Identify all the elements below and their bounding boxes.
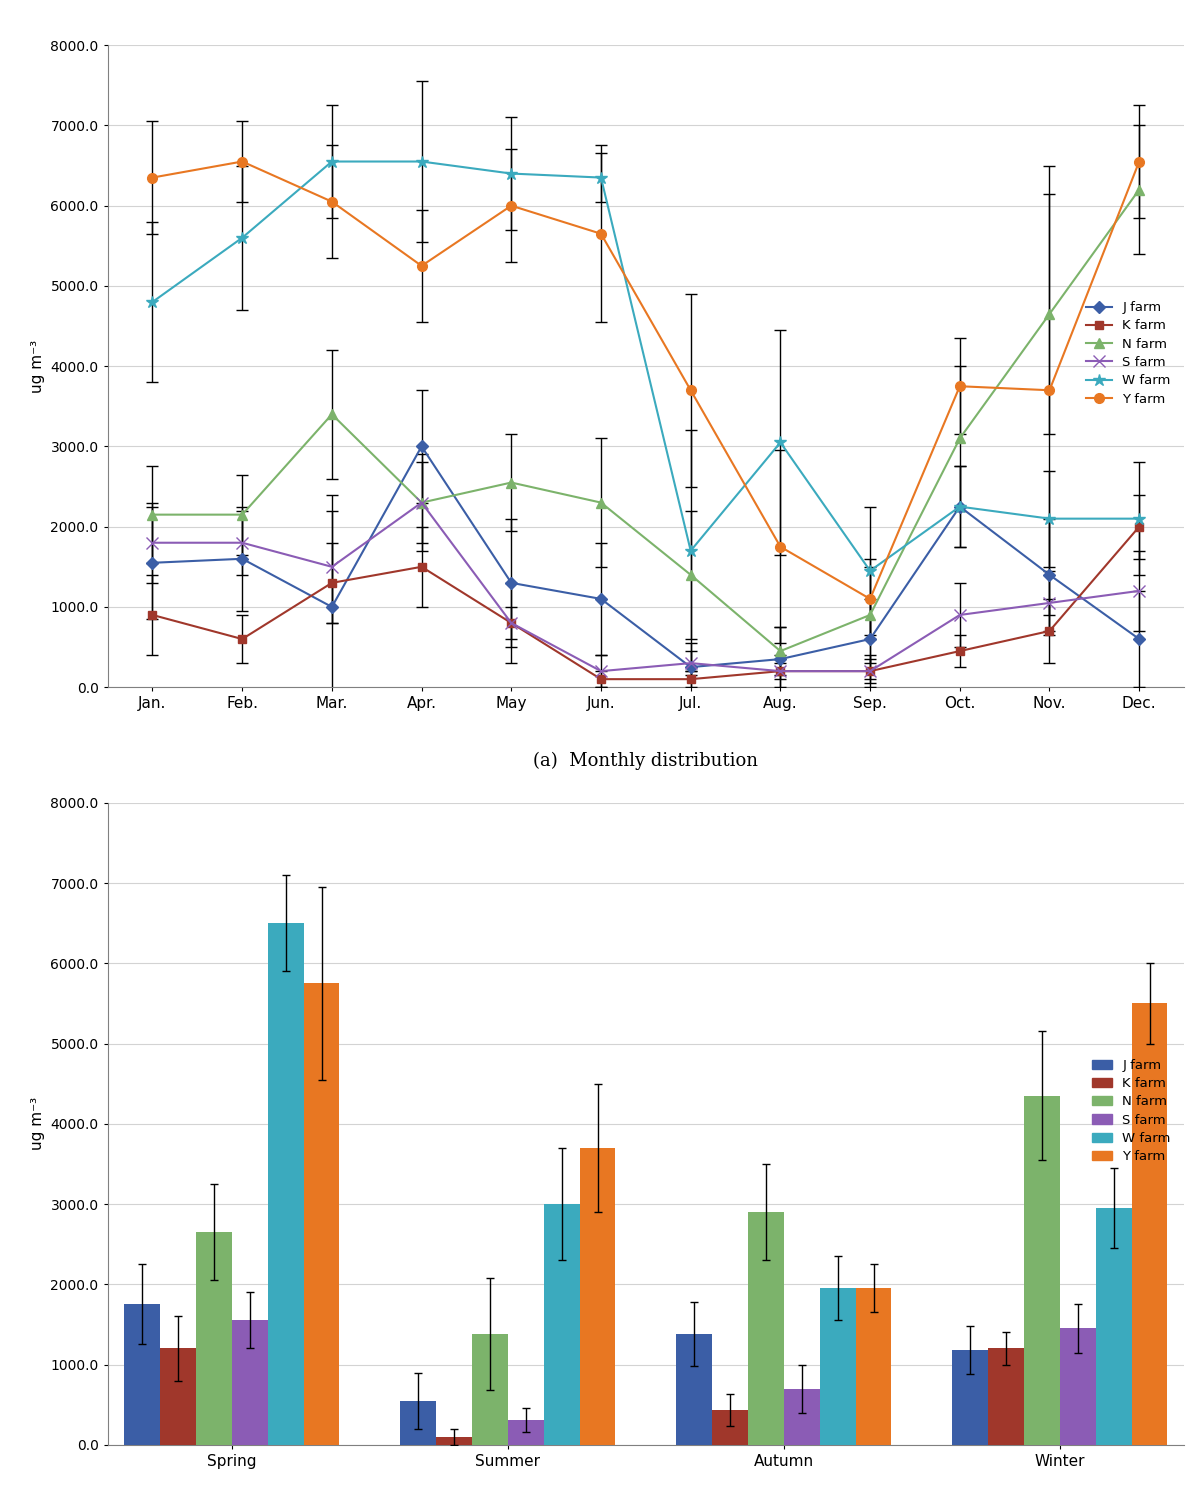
Bar	[268, 923, 304, 1445]
Bar	[508, 1419, 544, 1445]
Legend: J farm, K farm, N farm, S farm, W farm, Y farm: J farm, K farm, N farm, S farm, W farm, …	[1086, 1052, 1177, 1169]
Bar	[544, 1204, 580, 1445]
Bar	[196, 1233, 232, 1445]
Bar	[855, 1288, 891, 1445]
Bar	[783, 1389, 819, 1445]
Bar	[1060, 1329, 1096, 1445]
Bar	[952, 1350, 988, 1445]
Bar	[232, 1320, 268, 1445]
Bar	[748, 1212, 783, 1445]
Legend: J farm, K farm, N farm, S farm, W farm, Y farm: J farm, K farm, N farm, S farm, W farm, …	[1079, 295, 1177, 412]
Y-axis label: ug m⁻³: ug m⁻³	[30, 340, 44, 393]
Bar	[712, 1410, 748, 1445]
Bar	[160, 1348, 196, 1445]
Bar	[401, 1401, 437, 1445]
Y-axis label: ug m⁻³: ug m⁻³	[30, 1097, 44, 1150]
Bar	[1131, 1004, 1167, 1445]
Bar	[1096, 1209, 1131, 1445]
Bar	[304, 983, 340, 1445]
Bar	[437, 1437, 472, 1445]
Bar	[819, 1288, 855, 1445]
Bar	[676, 1333, 712, 1445]
Bar	[580, 1148, 616, 1445]
Bar	[988, 1348, 1024, 1445]
Bar	[1024, 1096, 1060, 1445]
Bar	[472, 1333, 508, 1445]
Text: (a)  Monthly distribution: (a) Monthly distribution	[533, 751, 758, 769]
Bar	[124, 1305, 160, 1445]
